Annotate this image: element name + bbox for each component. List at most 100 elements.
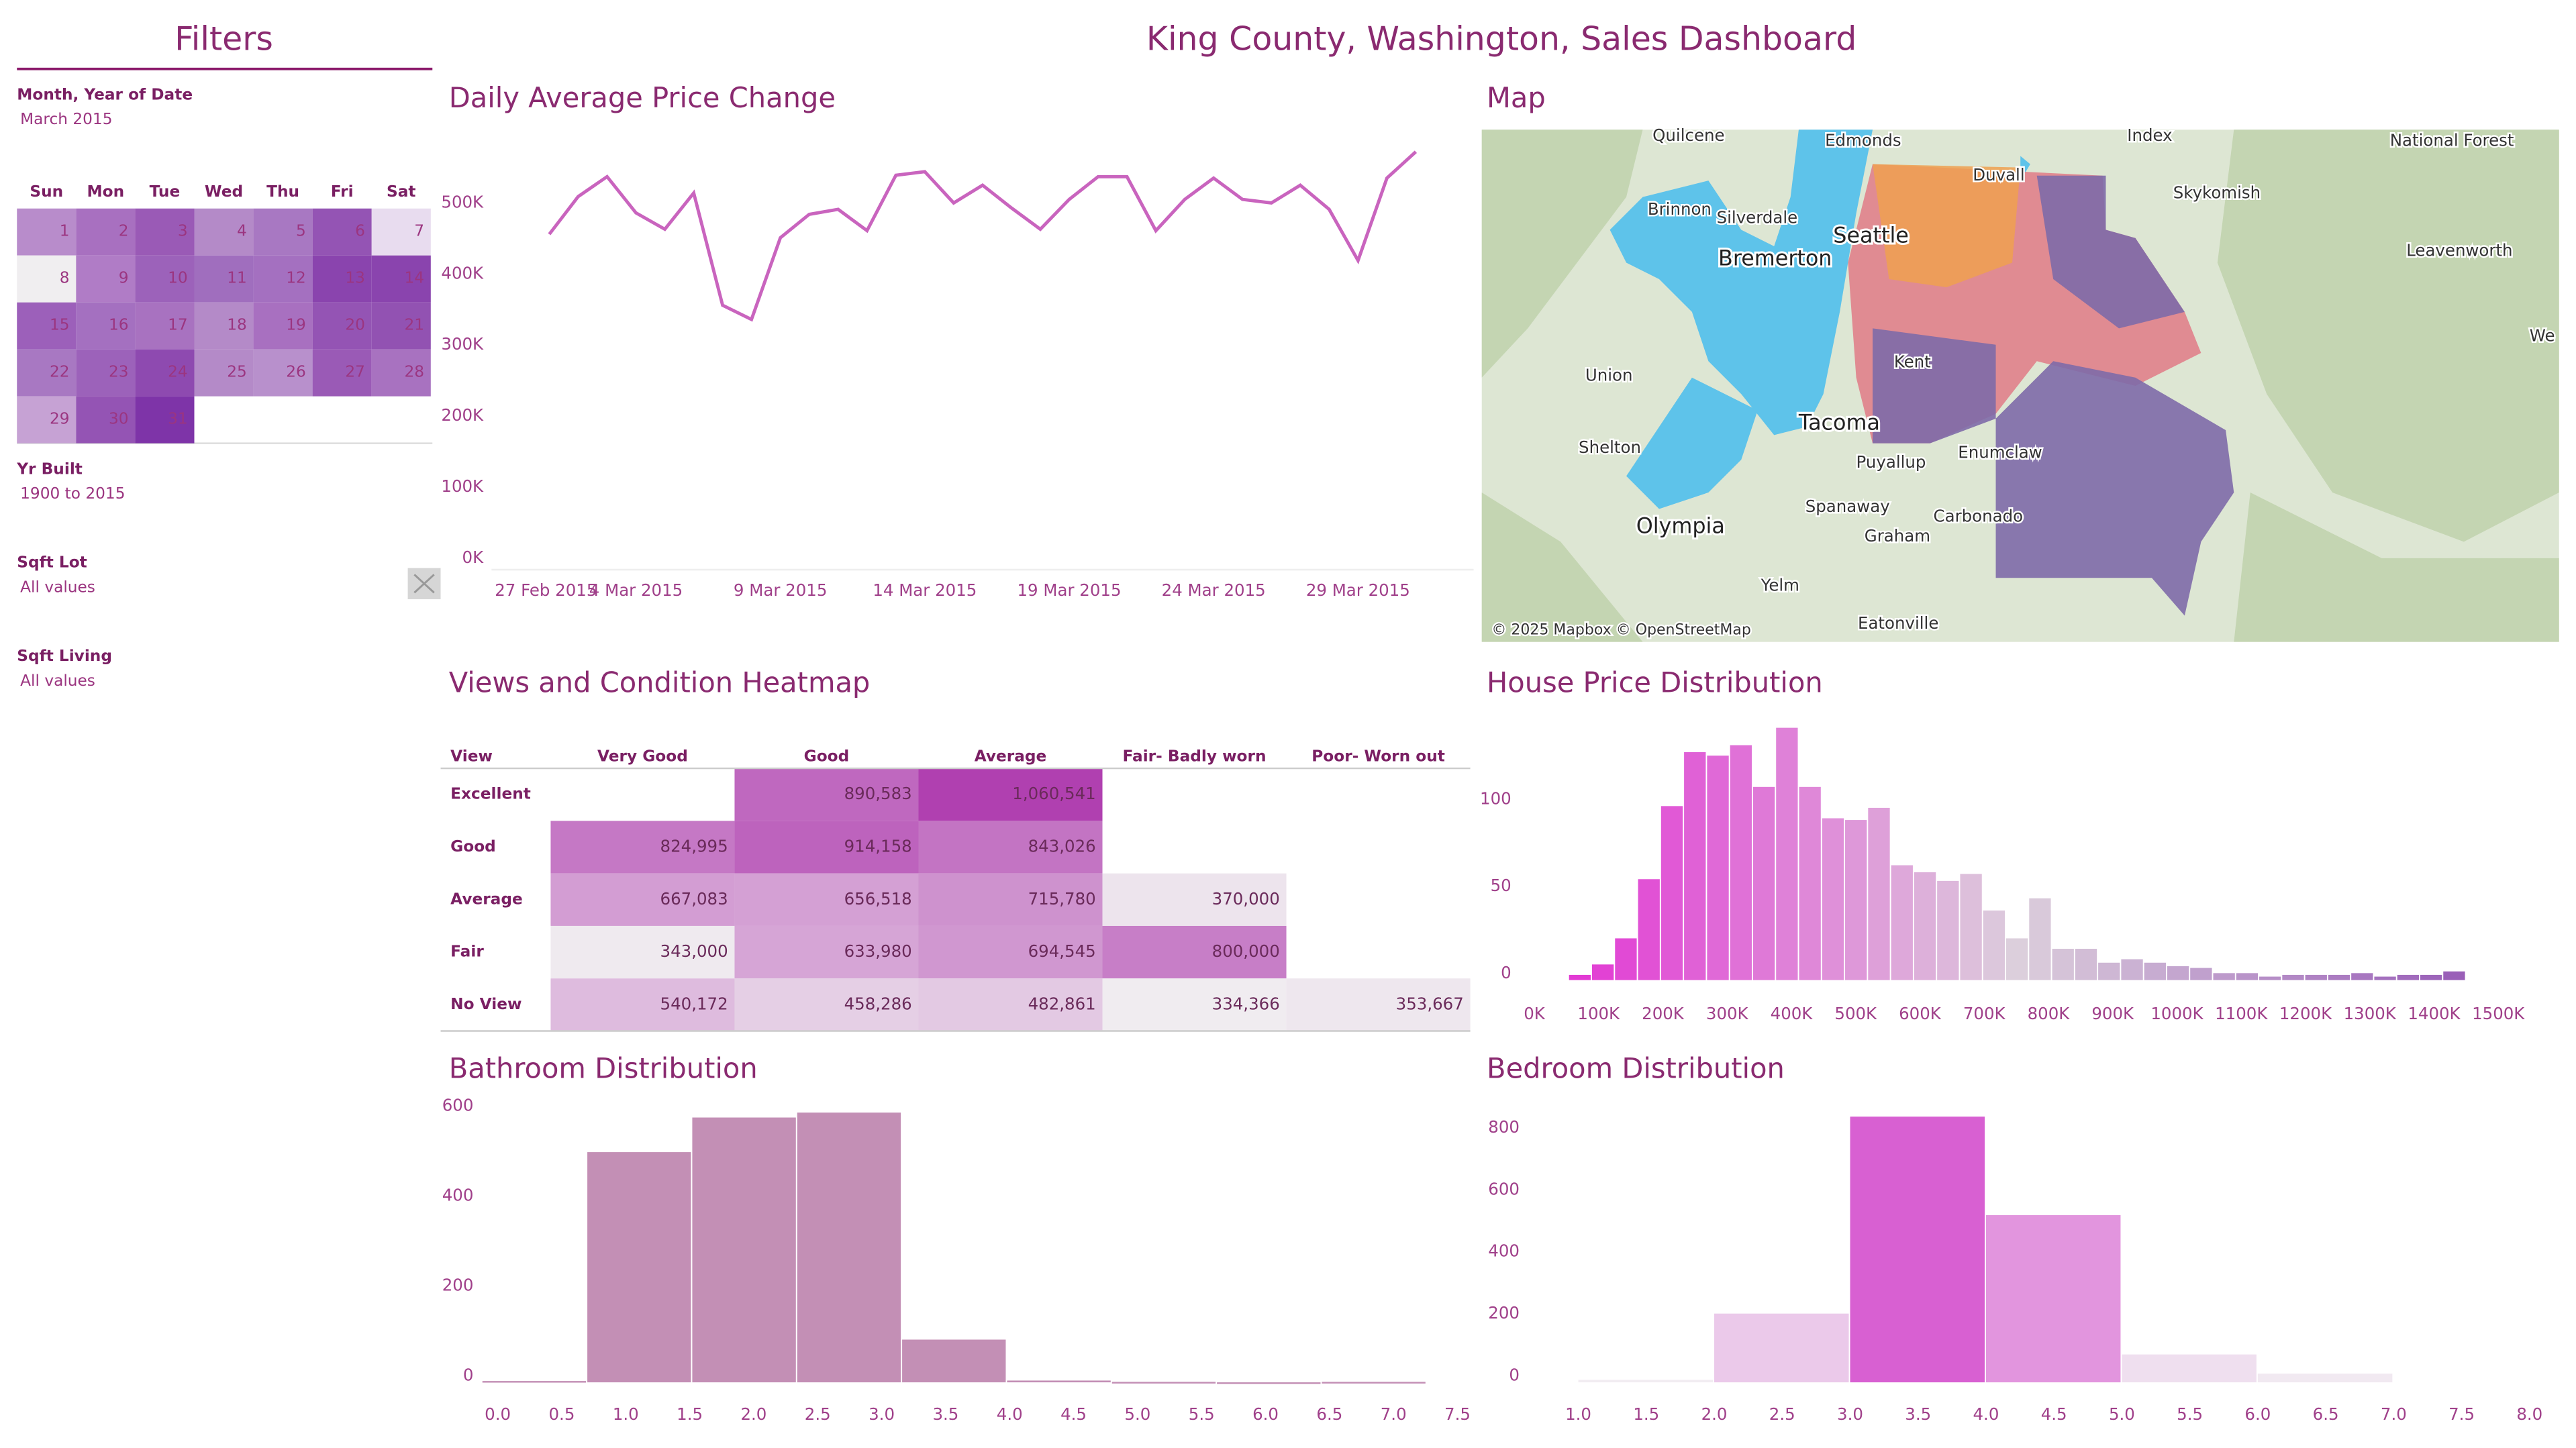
weekday-label: Tue bbox=[150, 183, 181, 201]
x-tick-label: 1000K bbox=[2150, 1004, 2203, 1023]
histogram-bar bbox=[1714, 1313, 1849, 1383]
calendar-day[interactable] bbox=[135, 255, 195, 303]
x-tick-label: 1100K bbox=[2215, 1004, 2268, 1023]
heatmap-value: 843,026 bbox=[1028, 837, 1096, 856]
x-tick-label: 8.0 bbox=[2516, 1404, 2542, 1424]
calendar-day-number: 30 bbox=[109, 409, 129, 427]
calendar-day[interactable] bbox=[371, 349, 431, 397]
map-place-label: Edmonds bbox=[1825, 130, 1901, 150]
weekday-label: Mon bbox=[87, 183, 125, 201]
weekday-label: Sun bbox=[30, 183, 63, 201]
calendar-day-number: 13 bbox=[345, 268, 365, 287]
calendar-day[interactable] bbox=[135, 349, 195, 397]
calendar-day[interactable] bbox=[371, 208, 431, 256]
y-tick-label: 300K bbox=[441, 334, 484, 354]
heatmap-cell bbox=[1102, 925, 1287, 979]
x-tick-label: 3.5 bbox=[1905, 1404, 1931, 1424]
histogram-bar bbox=[2213, 973, 2235, 980]
y-tick-label: 400 bbox=[442, 1185, 474, 1204]
x-tick-label: 300K bbox=[1706, 1004, 1749, 1023]
filter-value[interactable]: 1900 to 2015 bbox=[20, 484, 125, 503]
calendar-day[interactable] bbox=[253, 208, 313, 256]
histogram-bar bbox=[1578, 1380, 1714, 1383]
calendar-day[interactable] bbox=[76, 255, 136, 303]
calendar-day[interactable] bbox=[312, 349, 372, 397]
map-water bbox=[1609, 130, 2030, 509]
heatmap-value: 482,861 bbox=[1028, 994, 1096, 1013]
calendar-day[interactable] bbox=[253, 255, 313, 303]
histogram-bar bbox=[1845, 820, 1867, 980]
calendar-day[interactable] bbox=[76, 302, 136, 350]
calendar-day-number: 11 bbox=[227, 268, 247, 287]
histogram-bar bbox=[1638, 879, 1660, 980]
histogram-bar bbox=[2420, 974, 2442, 980]
histogram-bar bbox=[2259, 976, 2281, 980]
calendar-day[interactable] bbox=[17, 396, 77, 444]
calendar-day[interactable] bbox=[371, 255, 431, 303]
histogram-bar bbox=[2328, 974, 2350, 980]
y-tick-label: 600 bbox=[1488, 1179, 1520, 1198]
x-tick-label: 1300K bbox=[2344, 1004, 2397, 1023]
histogram-bar bbox=[2397, 974, 2420, 980]
map-place-label: Brinnon bbox=[1648, 199, 1712, 219]
calendar-day[interactable] bbox=[312, 302, 372, 350]
x-tick-label: 500K bbox=[1834, 1004, 1877, 1023]
calendar-day[interactable] bbox=[17, 349, 77, 397]
y-tick-label: 200 bbox=[1488, 1303, 1520, 1323]
filter-value[interactable]: March 2015 bbox=[20, 110, 112, 128]
calendar-day-number: 21 bbox=[404, 315, 424, 333]
calendar-day[interactable] bbox=[76, 208, 136, 256]
x-tick-label: 3.0 bbox=[869, 1404, 895, 1424]
calendar-day-number: 14 bbox=[404, 268, 424, 287]
x-tick-label: 700K bbox=[1963, 1004, 2006, 1023]
heatmap-value: 458,286 bbox=[844, 994, 912, 1013]
chart-title: Bedroom Distribution bbox=[1487, 1051, 1785, 1084]
x-tick-label: 9 Mar 2015 bbox=[734, 580, 827, 600]
x-tick-label: 200K bbox=[1642, 1004, 1685, 1023]
calendar-day-number: 18 bbox=[227, 315, 247, 333]
x-tick-label: 29 Mar 2015 bbox=[1306, 580, 1410, 600]
histogram-bar bbox=[2305, 974, 2327, 980]
calendar-day[interactable] bbox=[135, 208, 195, 256]
calendar-day[interactable] bbox=[194, 302, 254, 350]
calendar-day-number: 8 bbox=[60, 268, 70, 287]
calendar-day[interactable] bbox=[253, 349, 313, 397]
y-tick-label: 0 bbox=[1501, 963, 1512, 982]
filter-value[interactable]: All values bbox=[20, 578, 95, 596]
calendar-day[interactable] bbox=[312, 255, 372, 303]
calendar-day[interactable] bbox=[135, 396, 195, 444]
heatmap-cell bbox=[550, 873, 735, 926]
x-tick-label: 4 Mar 2015 bbox=[589, 580, 683, 600]
calendar-day-number: 6 bbox=[355, 221, 365, 240]
calendar-day[interactable] bbox=[194, 208, 254, 256]
histogram-bar bbox=[1591, 964, 1614, 980]
calendar-day[interactable] bbox=[371, 302, 431, 350]
heatmap-cell bbox=[734, 925, 919, 979]
calendar-day[interactable] bbox=[194, 349, 254, 397]
x-tick-label: 100K bbox=[1577, 1004, 1620, 1023]
map-place-label: Skykomish bbox=[2173, 183, 2261, 203]
x-tick-label: 2.5 bbox=[1769, 1404, 1795, 1424]
map-place-label: Carbonado bbox=[1934, 507, 2024, 526]
heatmap-value: 715,780 bbox=[1028, 889, 1096, 909]
histogram-bar bbox=[1730, 745, 1752, 980]
calendar-day[interactable] bbox=[17, 255, 77, 303]
y-tick-label: 400K bbox=[441, 263, 484, 282]
filter-value[interactable]: All values bbox=[20, 672, 95, 690]
calendar-day[interactable] bbox=[17, 302, 77, 350]
x-tick-label: 5.5 bbox=[2177, 1404, 2203, 1424]
calendar-day[interactable] bbox=[17, 208, 77, 256]
heatmap-column-label: Very Good bbox=[597, 747, 688, 765]
x-tick-label: 1400K bbox=[2408, 1004, 2461, 1023]
calendar-day[interactable] bbox=[253, 302, 313, 350]
calendar-day[interactable] bbox=[135, 302, 195, 350]
y-tick-label: 100 bbox=[1480, 789, 1512, 809]
histogram-bar bbox=[2052, 949, 2074, 980]
x-tick-label: 0.5 bbox=[549, 1404, 575, 1424]
y-tick-label: 800 bbox=[1488, 1117, 1520, 1137]
calendar-day[interactable] bbox=[194, 255, 254, 303]
x-tick-label: 2.5 bbox=[805, 1404, 831, 1424]
calendar-day[interactable] bbox=[76, 396, 136, 444]
calendar-day[interactable] bbox=[312, 208, 372, 256]
calendar-day[interactable] bbox=[76, 349, 136, 397]
